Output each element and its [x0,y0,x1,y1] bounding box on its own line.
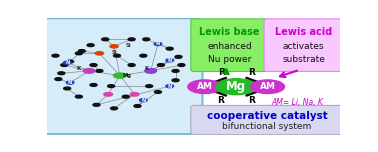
Text: N: N [68,80,72,85]
Text: Nu power: Nu power [208,55,251,64]
Text: N: N [156,41,160,47]
Circle shape [122,95,129,98]
Circle shape [128,64,135,66]
Text: N: N [167,84,172,89]
Circle shape [146,85,153,88]
Circle shape [75,95,82,98]
Circle shape [172,79,179,82]
Circle shape [216,79,256,95]
Circle shape [128,38,135,41]
Circle shape [64,87,71,90]
Text: Lewis base: Lewis base [199,27,260,37]
Circle shape [145,69,156,73]
Circle shape [140,54,147,57]
Circle shape [110,107,118,110]
Circle shape [157,64,164,66]
Text: R: R [217,96,223,105]
Circle shape [61,64,68,66]
Circle shape [134,105,141,107]
Circle shape [139,99,147,102]
Text: Si: Si [111,50,117,55]
Text: R: R [248,96,254,105]
Circle shape [108,85,115,88]
Text: bifunctional system: bifunctional system [222,122,311,131]
Circle shape [178,64,185,66]
Circle shape [175,55,182,58]
Circle shape [251,80,285,93]
Circle shape [78,50,85,52]
FancyBboxPatch shape [264,19,343,71]
Circle shape [67,60,74,63]
Circle shape [52,54,59,57]
Circle shape [95,52,104,55]
Circle shape [166,47,173,50]
Text: AM: AM [197,82,213,91]
Text: K: K [144,66,149,71]
Circle shape [110,45,118,48]
Circle shape [93,104,100,106]
Text: substrate: substrate [282,55,325,64]
Text: Mg: Mg [123,73,132,78]
Circle shape [166,59,174,62]
Circle shape [113,54,121,57]
Text: Mg: Mg [226,80,246,93]
Circle shape [96,69,103,72]
Circle shape [143,38,150,41]
Circle shape [90,64,97,66]
Circle shape [64,61,71,64]
Circle shape [155,91,161,93]
Text: enhanced: enhanced [207,42,252,51]
Text: AM= Li, Na, K: AM= Li, Na, K [272,98,324,107]
Circle shape [172,69,179,72]
Text: Si: Si [126,43,132,48]
Circle shape [58,72,65,75]
Text: cooperative catalyst: cooperative catalyst [207,111,327,121]
Circle shape [90,84,97,86]
FancyBboxPatch shape [40,18,203,134]
Circle shape [102,38,109,41]
Circle shape [188,80,222,93]
Text: N: N [65,60,69,65]
Circle shape [55,78,62,81]
Circle shape [104,93,113,96]
Circle shape [66,81,74,84]
Text: N: N [141,98,146,103]
Circle shape [87,44,94,47]
Text: K: K [77,66,81,71]
Circle shape [113,73,126,78]
Text: AM: AM [260,82,276,91]
Text: activates: activates [283,42,324,51]
Circle shape [166,85,174,88]
FancyBboxPatch shape [191,105,343,135]
Text: R: R [218,68,225,77]
Text: Lewis acid: Lewis acid [275,27,332,37]
FancyBboxPatch shape [191,19,268,71]
Circle shape [83,69,95,73]
Circle shape [75,52,82,55]
Text: N: N [167,58,172,63]
Text: R: R [248,68,254,77]
Circle shape [130,93,139,96]
Circle shape [154,42,162,45]
